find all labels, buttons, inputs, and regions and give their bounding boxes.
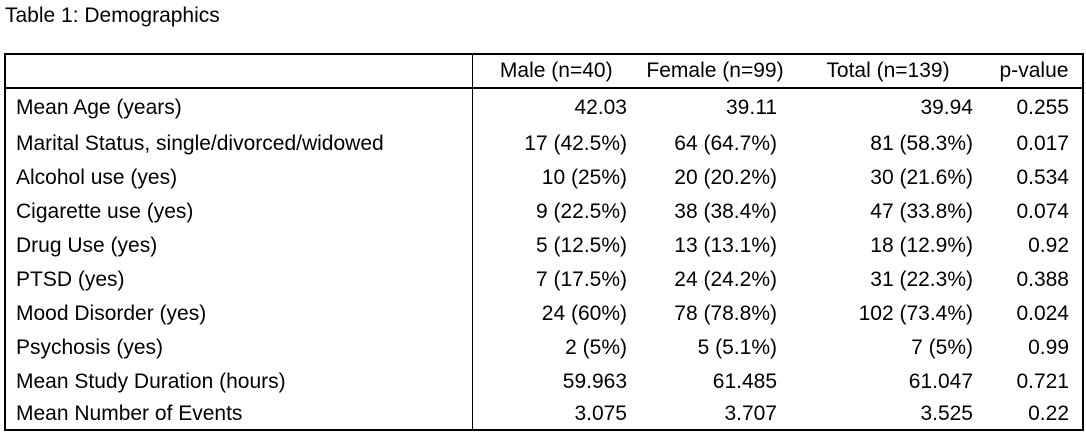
cell-female: 38 (38.4%) <box>674 200 777 223</box>
header-female-column: Female (n=99) <box>640 54 790 89</box>
table-row-marital-status: Marital Status, single/divorced/widowed … <box>5 127 1083 161</box>
demographics-table: Male (n=40) Female (n=99) Total (n=139) … <box>4 53 1084 431</box>
cell-female: 20 (20.2%) <box>674 166 777 189</box>
cell-total: 39.94 <box>920 96 973 119</box>
cell-total: 31 (22.3%) <box>870 268 973 291</box>
row-label: Marital Status, single/divorced/widowed <box>5 127 473 161</box>
cell-total: 18 (12.9%) <box>870 234 973 257</box>
cell-male: 9 (22.5%) <box>535 200 627 223</box>
cell-male: 24 (60%) <box>541 302 627 325</box>
header-row: Male (n=40) Female (n=99) Total (n=139) … <box>5 54 1083 89</box>
cell-female: 13 (13.1%) <box>674 234 777 257</box>
row-label: Mean Number of Events <box>5 399 473 430</box>
table-row-psychosis: Psychosis (yes) 2 (5%) 5 (5.1%) 7 (5%) 0… <box>5 331 1083 365</box>
table-row-alcohol-use: Alcohol use (yes) 10 (25%) 20 (20.2%) 30… <box>5 161 1083 195</box>
cell-male: 59.963 <box>562 370 627 393</box>
cell-male: 5 (12.5%) <box>535 234 627 257</box>
header-pvalue-column: p-value <box>986 54 1083 89</box>
row-label: Mean Study Duration (hours) <box>5 365 473 399</box>
cell-total: 3.525 <box>920 402 973 425</box>
table-row-cigarette-use: Cigarette use (yes) 9 (22.5%) 38 (38.4%)… <box>5 195 1083 229</box>
cell-pvalue: 0.388 <box>1016 268 1069 291</box>
table-row-drug-use: Drug Use (yes) 5 (12.5%) 13 (13.1%) 18 (… <box>5 229 1083 263</box>
cell-female: 24 (24.2%) <box>674 268 777 291</box>
header-total-column: Total (n=139) <box>790 54 986 89</box>
row-label: Mean Age (years) <box>5 88 473 127</box>
cell-female: 61.485 <box>712 370 777 393</box>
table-row-mean-age: Mean Age (years) 42.03 39.11 39.94 0.255 <box>5 88 1083 127</box>
header-blank-cell <box>5 54 473 89</box>
row-label: PTSD (yes) <box>5 263 473 297</box>
row-label: Psychosis (yes) <box>5 331 473 365</box>
cell-male: 17 (42.5%) <box>524 132 627 155</box>
table-row-study-duration: Mean Study Duration (hours) 59.963 61.48… <box>5 365 1083 399</box>
cell-female: 64 (64.7%) <box>674 132 777 155</box>
cell-total: 30 (21.6%) <box>870 166 973 189</box>
cell-total: 81 (58.3%) <box>870 132 973 155</box>
cell-male: 10 (25%) <box>541 166 627 189</box>
cell-total: 102 (73.4%) <box>858 302 973 325</box>
cell-male: 42.03 <box>574 96 627 119</box>
row-label: Cigarette use (yes) <box>5 195 473 229</box>
cell-total: 7 (5%) <box>911 336 973 359</box>
table-row-mood-disorder: Mood Disorder (yes) 24 (60%) 78 (78.8%) … <box>5 297 1083 331</box>
header-male-column: Male (n=40) <box>472 54 640 89</box>
cell-pvalue: 0.92 <box>1028 234 1069 257</box>
table-row-number-of-events: Mean Number of Events 3.075 3.707 3.525 … <box>5 399 1083 430</box>
cell-pvalue: 0.534 <box>1016 166 1069 189</box>
cell-female: 3.707 <box>724 402 777 425</box>
cell-pvalue: 0.255 <box>1016 96 1069 119</box>
cell-female: 5 (5.1%) <box>697 336 777 359</box>
cell-male: 3.075 <box>574 402 627 425</box>
cell-pvalue: 0.22 <box>1028 402 1069 425</box>
row-label: Alcohol use (yes) <box>5 161 473 195</box>
table-title: Table 1: Demographics <box>5 4 220 27</box>
cell-female: 78 (78.8%) <box>674 302 777 325</box>
cell-total: 61.047 <box>908 370 973 393</box>
cell-pvalue: 0.024 <box>1016 302 1069 325</box>
cell-pvalue: 0.074 <box>1016 200 1069 223</box>
row-label: Mood Disorder (yes) <box>5 297 473 331</box>
row-label: Drug Use (yes) <box>5 229 473 263</box>
cell-pvalue: 0.99 <box>1028 336 1069 359</box>
cell-pvalue: 0.721 <box>1016 370 1069 393</box>
cell-male: 2 (5%) <box>565 336 627 359</box>
cell-female: 39.11 <box>726 96 777 119</box>
cell-pvalue: 0.017 <box>1016 132 1069 155</box>
cell-total: 47 (33.8%) <box>870 200 973 223</box>
cell-male: 7 (17.5%) <box>535 268 627 291</box>
table-row-ptsd: PTSD (yes) 7 (17.5%) 24 (24.2%) 31 (22.3… <box>5 263 1083 297</box>
